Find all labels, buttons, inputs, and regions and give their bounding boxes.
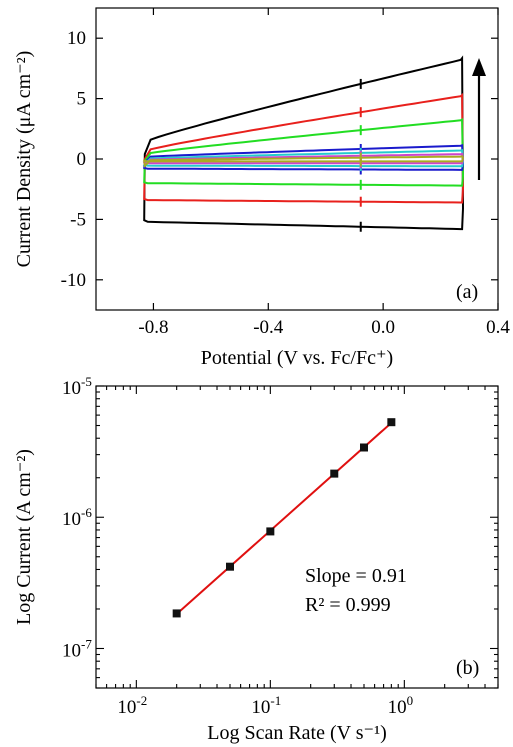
- panel-a-y-tick-label: 0: [77, 149, 87, 170]
- data-point: [226, 562, 234, 571]
- panel-b-ticks: [95, 385, 499, 689]
- panel-a-x-tick-label: 0.0: [371, 317, 395, 338]
- scan-rate-arrow: [472, 58, 486, 180]
- panel-a-label: (a): [456, 281, 478, 303]
- panel-b-y-tick-label: 10-6: [62, 505, 92, 530]
- data-point: [266, 527, 275, 536]
- panel-a-x-axis-label: Potential (V vs. Fc/Fc⁺): [201, 347, 393, 369]
- panel-b-points: [172, 418, 396, 618]
- cv-curve: [143, 143, 465, 171]
- data-point: [387, 418, 396, 427]
- panel-a-ticks: [96, 8, 499, 310]
- cv-curve: [143, 55, 465, 231]
- panel-b-y-axis-label: Log Current (A cm⁻²): [13, 449, 35, 625]
- panel-b-label: (b): [456, 657, 479, 679]
- cv-curve: [143, 92, 465, 204]
- data-point: [172, 609, 181, 618]
- panel-a-x-tick-label: -0.8: [138, 317, 168, 338]
- fit-line: [176, 422, 393, 615]
- data-point: [360, 443, 368, 452]
- data-point: [330, 469, 339, 478]
- panel-b-y-tick-label: 10-5: [62, 374, 92, 399]
- panel-a: -0.8 -0.4 0.0 0.4 -10 -5 0 5 10 Potential (V vs.…: [13, 7, 511, 369]
- cv-curve: [142, 148, 465, 168]
- panel-b-x-axis-label: Log Scan Rate (V s⁻¹): [207, 722, 386, 744]
- slope-annotation: Slope = 0.91: [305, 565, 407, 587]
- panel-b-x-tick-label: 10-2: [117, 693, 147, 718]
- panel-a-cv-curves: [142, 55, 465, 232]
- panel-a-y-tick-label: 5: [77, 89, 87, 110]
- panel-a-y-tick-label: -5: [70, 209, 86, 230]
- cv-curve: [142, 152, 465, 167]
- panel-b-frame: [95, 385, 499, 689]
- panel-a-x-tick-label: -0.4: [253, 317, 284, 338]
- panel-b: 10-2 10-1 100 10-7 10-6 10-5 Log Scan Rate (V…: [13, 374, 499, 744]
- panel-b-x-tick-label: 10-1: [251, 693, 281, 718]
- r-squared-annotation: R² = 0.999: [305, 594, 391, 616]
- panel-a-tick-labels: -0.8 -0.4 0.0 0.4 -10 -5 0 5 10: [61, 28, 511, 338]
- panel-a-y-axis-label: Current Density (μA cm⁻²): [13, 51, 35, 268]
- panel-a-x-tick-label: 0.4: [486, 317, 510, 338]
- panel-b-fit-line: [176, 422, 393, 615]
- panel-a-y-tick-label: 10: [67, 28, 86, 49]
- panel-b-tick-labels: 10-2 10-1 100 10-7 10-6 10-5: [62, 374, 413, 718]
- panel-b-x-tick-label: 100: [388, 693, 414, 718]
- panel-b-y-tick-label: 10-7: [62, 636, 92, 661]
- cv-curve: [143, 155, 465, 168]
- panel-a-y-tick-label: -10: [61, 270, 86, 291]
- cv-curve: [143, 117, 465, 187]
